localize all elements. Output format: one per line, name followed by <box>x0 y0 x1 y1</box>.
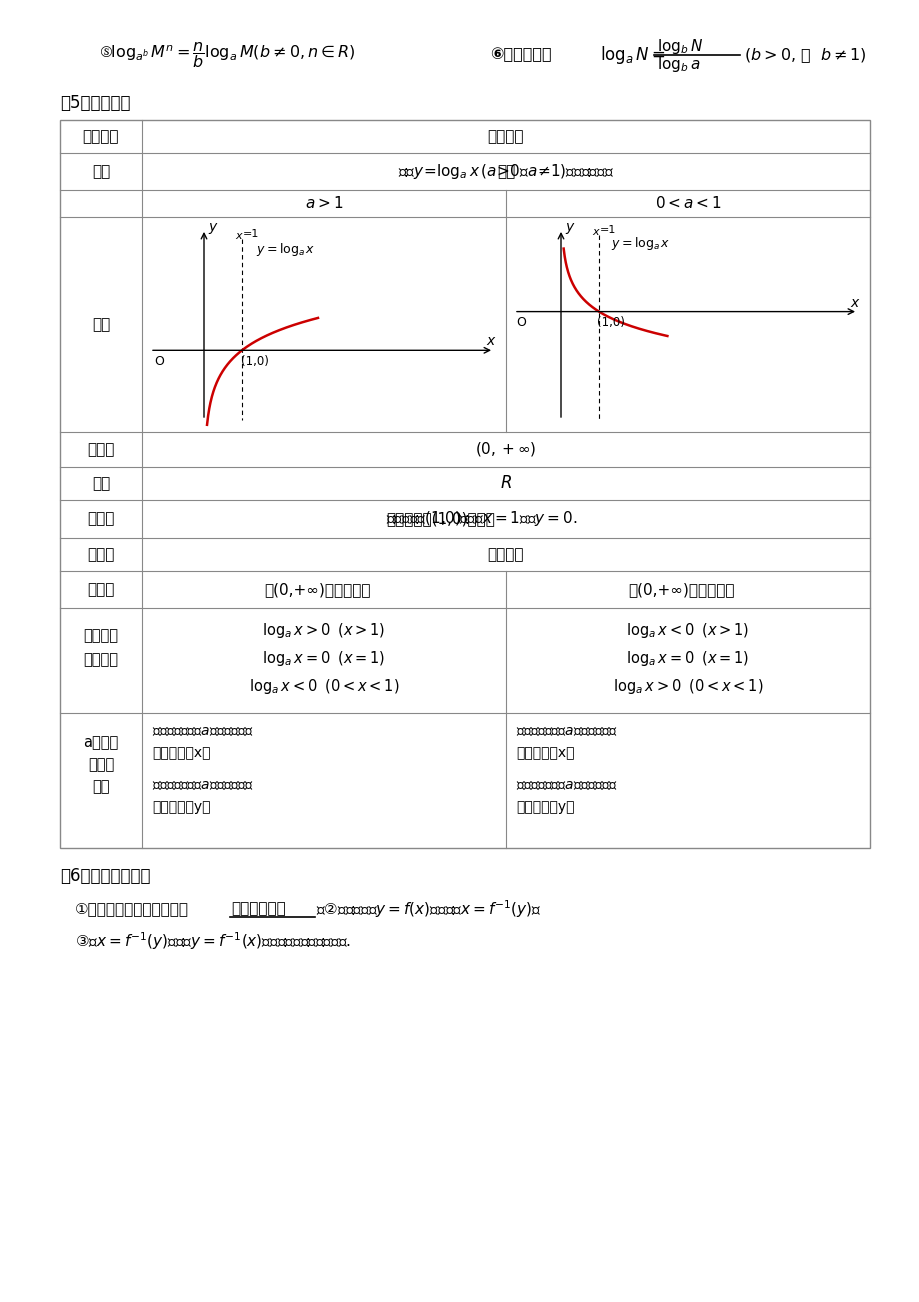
Text: 在(0,+∞)上是增函数: 在(0,+∞)上是增函数 <box>264 582 370 598</box>
Text: 在第一象限内，$a$越大图象越靠: 在第一象限内，$a$越大图象越靠 <box>152 724 253 738</box>
Text: （6）反函数的求法: （6）反函数的求法 <box>60 867 151 885</box>
Text: $\log_a x>0\;\;(x>1)$: $\log_a x>0\;\;(x>1)$ <box>262 621 385 639</box>
Text: 函数$y\!=\!\log_a x\,(a\!>\!0$且$a\!\neq\!1)$叫做对数函数: 函数$y\!=\!\log_a x\,(a\!>\!0$且$a\!\neq\!1… <box>398 161 613 181</box>
Text: $R$: $R$ <box>499 474 512 492</box>
Text: 图象过定点(1,0)，即当$x=1$时，$y=0$.: 图象过定点(1,0)，即当$x=1$时，$y=0$. <box>386 509 577 529</box>
Text: 图象: 图象 <box>92 316 110 332</box>
Text: $a>1$: $a>1$ <box>304 195 343 211</box>
Text: (1,0): (1,0) <box>596 316 624 329</box>
Text: $(0,+\infty)$: $(0,+\infty)$ <box>475 440 536 458</box>
Text: 高，越靠近y轴: 高，越靠近y轴 <box>516 799 573 814</box>
Text: 在第一象限内，$a$越小图象越靠: 在第一象限内，$a$越小图象越靠 <box>516 724 617 738</box>
Text: 图象过定点(1,0)，即当: 图象过定点(1,0)，即当 <box>386 512 494 526</box>
Text: $\log_a x<0\;\;(x>1)$: $\log_a x<0\;\;(x>1)$ <box>626 621 749 639</box>
Text: =1: =1 <box>243 229 259 240</box>
Text: x: x <box>591 227 598 237</box>
Text: O: O <box>516 316 526 329</box>
Text: ；②从原函数式$y=f(x)$中反解出$x=f^{-1}(y)$；: ；②从原函数式$y=f(x)$中反解出$x=f^{-1}(y)$； <box>315 898 541 919</box>
Text: 图象的: 图象的 <box>88 758 114 772</box>
Text: 对数函数: 对数函数 <box>487 129 524 145</box>
Text: 改变状况: 改变状况 <box>84 652 119 668</box>
Text: 单调性: 单调性 <box>87 582 115 598</box>
Text: $y=\log_a x$: $y=\log_a x$ <box>255 241 315 258</box>
Text: 低，越靠近x轴: 低，越靠近x轴 <box>516 746 573 760</box>
Text: 原函数的值域: 原函数的值域 <box>231 901 286 917</box>
Text: $\log_b N$: $\log_b N$ <box>656 36 702 56</box>
Text: $b\neq 1)$: $b\neq 1)$ <box>819 46 866 64</box>
Text: 函数值的: 函数值的 <box>84 629 119 643</box>
Text: $\circledS\log_{a^b} M^n = \dfrac{n}{b}\log_a M(b\neq 0, n\in R)$: $\circledS\log_{a^b} M^n = \dfrac{n}{b}\… <box>100 40 356 70</box>
Text: x: x <box>485 335 494 349</box>
Text: ⑥换底公式：: ⑥换底公式： <box>490 47 551 62</box>
Text: 影响: 影响 <box>92 780 109 794</box>
Text: y: y <box>564 220 573 234</box>
Text: 且: 且 <box>800 47 809 62</box>
Text: 低，越靠近x轴: 低，越靠近x轴 <box>152 746 210 760</box>
Text: $\log_a x<0\;\;(0<x<1)$: $\log_a x<0\;\;(0<x<1)$ <box>248 677 399 695</box>
Text: a改变对: a改变对 <box>84 736 119 750</box>
Text: $0<a<1$: $0<a<1$ <box>654 195 720 211</box>
Text: ①确定反函数的定义域，即: ①确定反函数的定义域，即 <box>75 901 188 917</box>
Text: 在(0,+∞)上是减函数: 在(0,+∞)上是减函数 <box>628 582 733 598</box>
Text: 定义: 定义 <box>92 164 110 178</box>
Text: 在第四象限内，$a$越小图象越靠: 在第四象限内，$a$越小图象越靠 <box>516 779 617 792</box>
Text: $\log_a x=0\;\;(x=1)$: $\log_a x=0\;\;(x=1)$ <box>626 648 749 668</box>
Text: （5）对数函数: （5）对数函数 <box>60 94 130 112</box>
Text: $y=\log_a x$: $y=\log_a x$ <box>610 234 670 251</box>
Text: 值域: 值域 <box>92 477 110 491</box>
Text: $\log_a x>0\;\;(0<x<1)$: $\log_a x>0\;\;(0<x<1)$ <box>612 677 763 695</box>
Text: x: x <box>234 230 242 241</box>
Text: 非奇非偶: 非奇非偶 <box>487 547 524 562</box>
Text: ③将$x=f^{-1}(y)$改写成$y=f^{-1}(x)$，并注明反函数的定义域.: ③将$x=f^{-1}(y)$改写成$y=f^{-1}(x)$，并注明反函数的定… <box>75 930 351 952</box>
Text: $(b>0,$: $(b>0,$ <box>743 46 795 64</box>
Text: y: y <box>208 220 216 234</box>
Text: =1: =1 <box>599 225 616 234</box>
Text: $\log_a x=0\;\;(x=1)$: $\log_a x=0\;\;(x=1)$ <box>262 648 385 668</box>
Text: 高，越靠近y轴: 高，越靠近y轴 <box>152 799 210 814</box>
Text: $\log_a N=$: $\log_a N=$ <box>599 44 665 66</box>
Text: x: x <box>849 296 857 310</box>
Text: 函数名称: 函数名称 <box>83 129 119 145</box>
Bar <box>60 120 869 848</box>
Text: 在第四象限内，$a$越大图象越靠: 在第四象限内，$a$越大图象越靠 <box>152 779 253 792</box>
Text: 过定点: 过定点 <box>87 512 115 526</box>
Text: 定义域: 定义域 <box>87 441 115 457</box>
Text: 函数: 函数 <box>496 164 515 178</box>
Text: O: O <box>153 355 164 367</box>
Text: 奇偶性: 奇偶性 <box>87 547 115 562</box>
Text: (1,0): (1,0) <box>241 355 268 367</box>
Text: $\log_b a$: $\log_b a$ <box>656 55 699 73</box>
